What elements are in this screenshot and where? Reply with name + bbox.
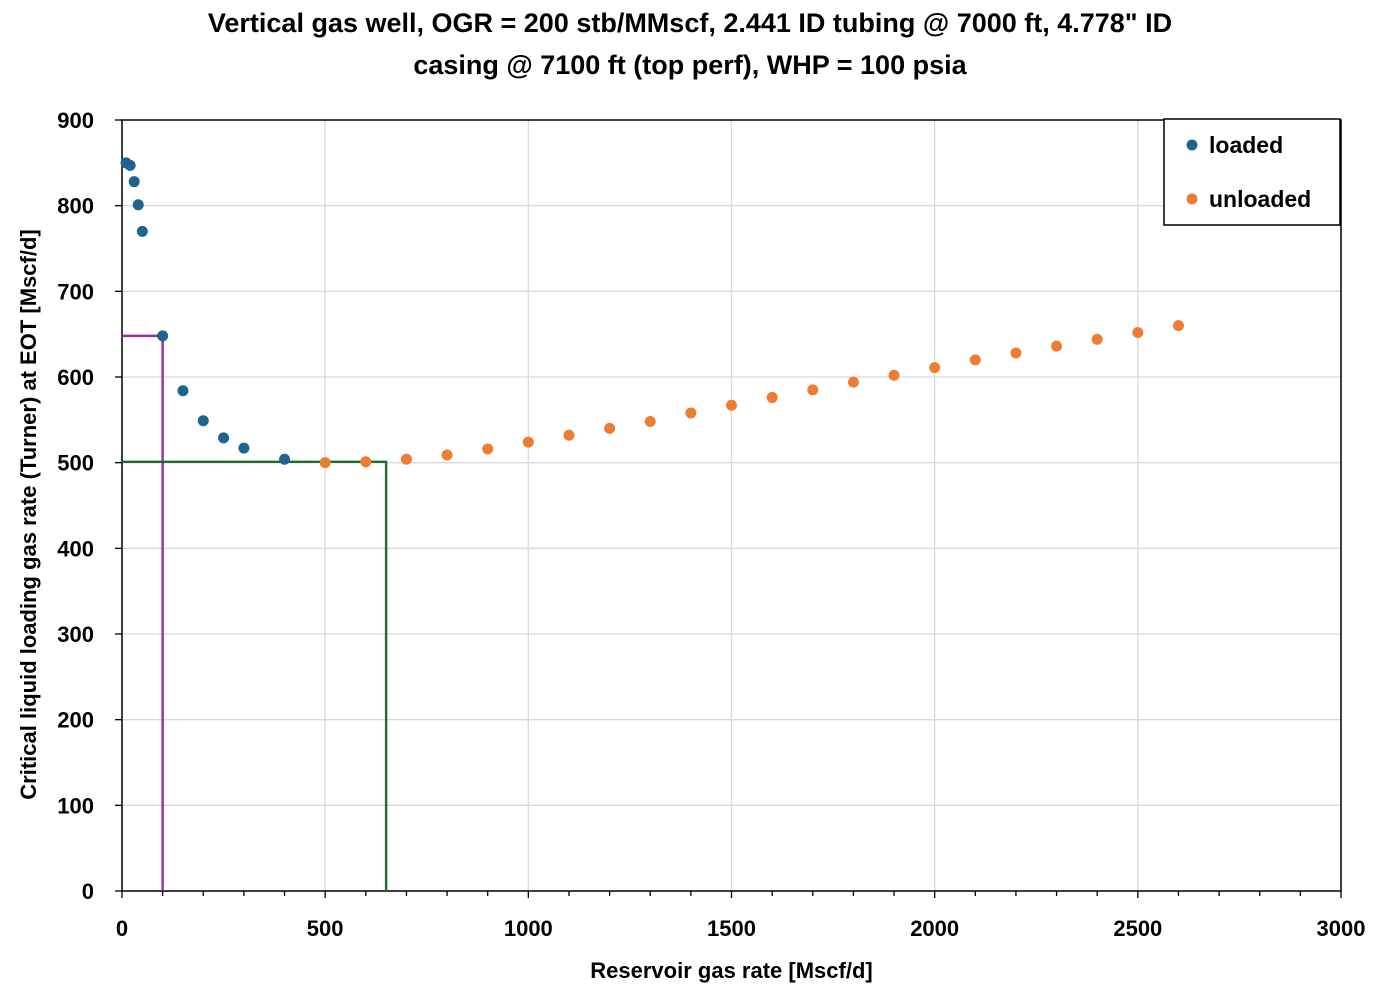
reference-line (122, 460, 388, 891)
x-tick-label: 2500 (1113, 916, 1162, 941)
x-tick-label: 2000 (910, 916, 959, 941)
data-points (120, 157, 1184, 469)
data-point-unloaded (360, 456, 372, 468)
data-point-loaded (157, 330, 169, 342)
x-tick-label: 1500 (707, 916, 756, 941)
data-point-loaded (177, 385, 189, 397)
reference-lines (122, 334, 388, 891)
data-point-unloaded (1051, 340, 1063, 352)
data-point-unloaded (319, 457, 331, 469)
data-point-unloaded (1132, 326, 1144, 338)
data-point-unloaded (400, 453, 412, 465)
x-tick-label: 0 (116, 916, 128, 941)
y-tick-label: 900 (57, 108, 94, 133)
x-tick-label: 3000 (1317, 916, 1366, 941)
legend: loaded unloaded (1163, 118, 1341, 226)
gridlines (122, 120, 1341, 891)
legend-label-unloaded: unloaded (1209, 186, 1311, 212)
legend-box (1163, 118, 1341, 226)
data-point-unloaded (1172, 320, 1184, 332)
data-point-unloaded (847, 376, 859, 388)
data-point-unloaded (929, 362, 941, 374)
data-point-unloaded (726, 399, 737, 411)
series-unloaded (319, 320, 1184, 469)
data-point-unloaded (1091, 333, 1103, 345)
data-point-unloaded (807, 384, 819, 396)
y-tick-label: 300 (57, 622, 94, 647)
y-tick-label: 100 (57, 793, 94, 818)
x-tick-label: 500 (307, 916, 344, 941)
data-point-unloaded (766, 392, 778, 404)
data-point-loaded (238, 442, 250, 454)
y-tick-label: 600 (57, 365, 94, 390)
data-point-unloaded (522, 436, 534, 448)
data-point-unloaded (563, 429, 575, 441)
data-point-unloaded (1010, 347, 1022, 359)
y-tick-label: 800 (57, 194, 94, 219)
data-point-unloaded (685, 407, 697, 419)
chart-title-line-2: casing @ 7100 ft (top perf), WHP = 100 p… (413, 50, 967, 80)
data-point-unloaded (888, 369, 900, 381)
y-tick-label: 500 (57, 451, 94, 476)
y-tick-label: 700 (57, 279, 94, 304)
x-axis-title: Reservoir gas rate [Mscf/d] (590, 958, 872, 983)
y-tick-label: 400 (57, 536, 94, 561)
data-point-loaded (136, 225, 148, 237)
data-point-loaded (197, 415, 209, 427)
legend-marker-unloaded (1186, 193, 1198, 205)
legend-label-loaded: loaded (1209, 132, 1283, 158)
chart-title-line-1: Vertical gas well, OGR = 200 stb/MMscf, … (207, 8, 1173, 38)
y-tick-label: 200 (57, 708, 94, 733)
reference-line (122, 334, 164, 891)
legend-marker-loaded (1186, 139, 1198, 151)
y-axis-title: Critical liquid loading gas rate (Turner… (16, 229, 41, 799)
data-point-loaded (132, 199, 144, 211)
y-axis: 0 100 200 300 400 500 600 700 800 900 (57, 108, 122, 904)
data-point-unloaded (644, 416, 656, 428)
data-point-unloaded (604, 422, 616, 434)
data-point-unloaded (441, 449, 453, 461)
y-tick-label: 0 (82, 879, 94, 904)
data-point-loaded (124, 159, 136, 171)
data-point-loaded (218, 432, 230, 444)
data-point-loaded (128, 176, 140, 188)
x-tick-label: 1000 (504, 916, 553, 941)
data-point-unloaded (482, 443, 494, 455)
data-point-loaded (279, 453, 291, 465)
data-point-unloaded (969, 354, 981, 366)
x-axis: 0 500 1000 1500 2000 2500 3000 (116, 891, 1366, 941)
series-loaded (120, 157, 291, 465)
